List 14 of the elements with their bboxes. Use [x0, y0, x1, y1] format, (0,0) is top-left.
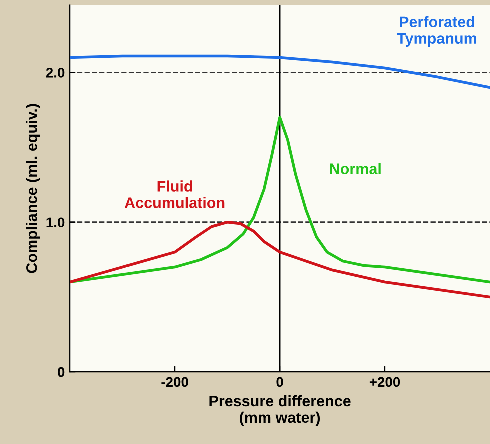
y-tick-label: 1.0 [46, 218, 65, 228]
text: Normal [330, 163, 381, 174]
line-series [70, 116, 490, 284]
x-tick-label: +200 [370, 377, 400, 388]
line-series [70, 220, 490, 299]
y-axis-title: Compliance (ml. equiv.) [26, 104, 40, 274]
y-tick-label: 2.0 [46, 68, 65, 78]
x-tick-label: -200 [162, 377, 188, 388]
y-tick-label: 0 [58, 367, 65, 378]
series-label: Perforated Tympanum [397, 16, 476, 48]
x-axis-title: Pressure difference (mm water) [210, 395, 351, 426]
line-series [70, 54, 490, 90]
series-label: Fluid Accumulation [124, 180, 225, 208]
x-tick-label: 0 [276, 377, 284, 388]
